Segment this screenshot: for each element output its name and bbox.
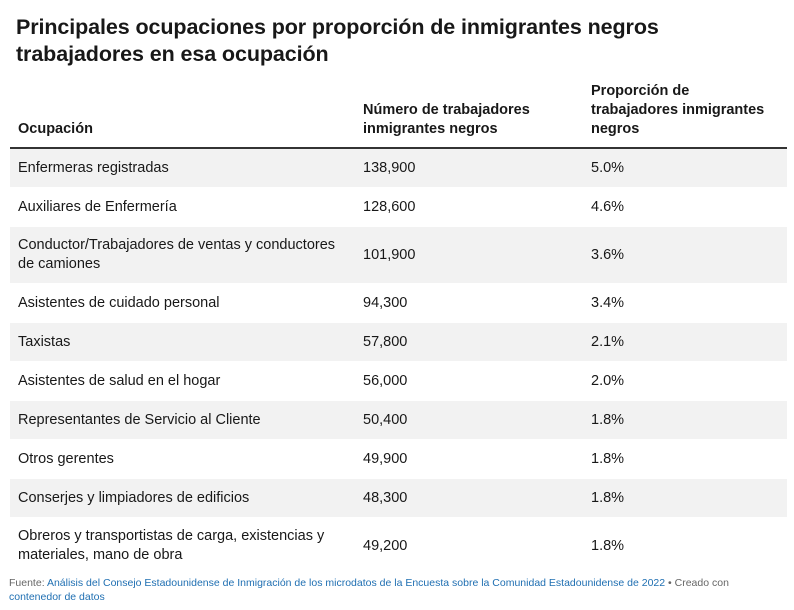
cell-proporcion: 1.8% [583,517,787,575]
column-header-proporcion: Proporción de trabajadores inmigrantes n… [583,82,787,149]
table-row: Enfermeras registradas 138,900 5.0% [10,148,787,188]
cell-ocupacion: Asistentes de cuidado personal [10,283,355,323]
cell-ocupacion: Otros gerentes [10,439,355,479]
cell-ocupacion: Representantes de Servicio al Cliente [10,400,355,440]
table-row: Obreros y transportistas de carga, exist… [10,517,787,575]
cell-numero: 57,800 [355,322,583,362]
cell-ocupacion: Taxistas [10,322,355,362]
cell-numero: 94,300 [355,283,583,323]
cell-ocupacion: Conserjes y limpiadores de edificios [10,478,355,518]
occupations-table: Ocupación Número de trabajadores inmigra… [10,82,787,575]
table-row: Otros gerentes 49,900 1.8% [10,439,787,479]
cell-proporcion: 3.4% [583,283,787,323]
table-row: Representantes de Servicio al Cliente 50… [10,400,787,440]
table-row: Taxistas 57,800 2.1% [10,322,787,362]
table-row: Conserjes y limpiadores de edificios 48,… [10,478,787,518]
cell-numero: 101,900 [355,226,583,284]
cell-numero: 49,900 [355,439,583,479]
cell-ocupacion: Auxiliares de Enfermería [10,187,355,227]
table-header-row: Ocupación Número de trabajadores inmigra… [10,82,787,149]
cell-numero: 56,000 [355,361,583,401]
cell-ocupacion: Enfermeras registradas [10,148,355,188]
cell-proporcion: 1.8% [583,400,787,440]
cell-ocupacion: Obreros y transportistas de carga, exist… [10,517,355,575]
table-row: Auxiliares de Enfermería 128,600 4.6% [10,187,787,227]
table-title: Principales ocupaciones por proporción d… [16,15,659,66]
cell-numero: 128,600 [355,187,583,227]
footer-prefix: Fuente: [9,577,47,589]
table-row: Asistentes de cuidado personal 94,300 3.… [10,283,787,323]
cell-proporcion: 3.6% [583,226,787,284]
cell-proporcion: 2.1% [583,322,787,362]
cell-numero: 48,300 [355,478,583,518]
column-header-ocupacion: Ocupación [10,82,355,149]
column-header-numero: Número de trabajadores inmigrantes negro… [355,82,583,149]
cell-proporcion: 5.0% [583,148,787,188]
cell-proporcion: 1.8% [583,478,787,518]
cell-ocupacion: Conductor/Trabajadores de ventas y condu… [10,226,355,284]
cell-ocupacion: Asistentes de salud en el hogar [10,361,355,401]
table-card: Principales ocupaciones por proporción d… [10,14,787,575]
cell-numero: 49,200 [355,517,583,575]
footer-separator: • Creado con [665,577,729,589]
table-row: Conductor/Trabajadores de ventas y condu… [10,226,787,284]
table-row: Asistentes de salud en el hogar 56,000 2… [10,361,787,401]
cell-proporcion: 1.8% [583,439,787,479]
cell-numero: 50,400 [355,400,583,440]
source-link[interactable]: Análisis del Consejo Estadounidense de I… [46,577,666,589]
cell-proporcion: 4.6% [583,187,787,227]
tool-link[interactable]: contenedor de datos [9,591,105,603]
source-footer: Fuente: Análisis del Consejo Estadounide… [9,576,779,604]
cell-proporcion: 2.0% [583,361,787,401]
cell-numero: 138,900 [355,148,583,188]
